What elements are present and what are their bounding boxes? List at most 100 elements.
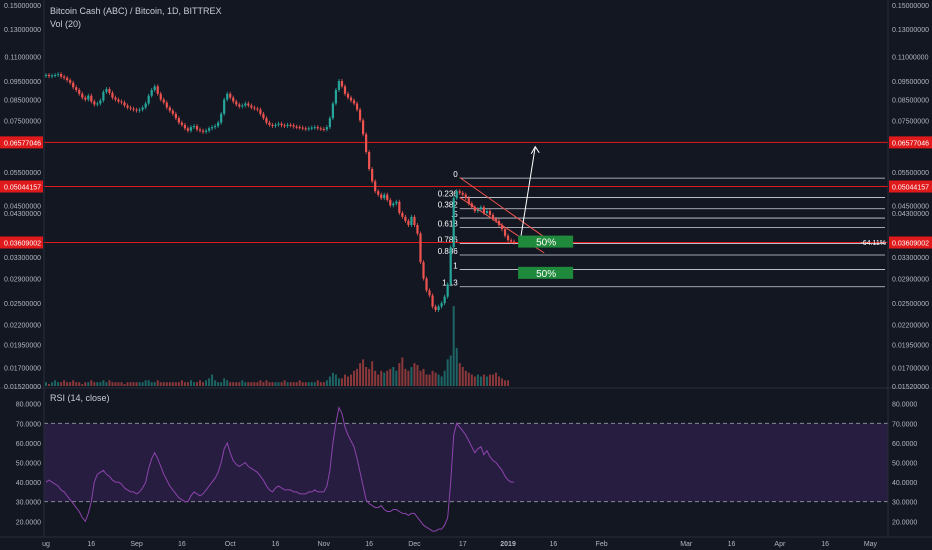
x-tick-label: 16 (87, 541, 95, 548)
volume-bar (286, 382, 289, 386)
candle-body (407, 220, 410, 225)
volume-bar (343, 374, 346, 386)
candle-body (78, 90, 81, 94)
candle-body (244, 103, 247, 106)
volume-bar (141, 382, 144, 386)
x-tick-label: 2019 (500, 541, 516, 548)
candle-body (195, 125, 199, 130)
candle-body (292, 125, 295, 127)
candle-body (123, 102, 126, 106)
volume-bar (259, 380, 262, 386)
target-label: 50% (536, 269, 556, 280)
x-tick-label: Oct (225, 541, 236, 548)
volume-bar (111, 382, 114, 386)
volume-bar (331, 372, 334, 386)
candle-body (416, 224, 419, 234)
candle-body (494, 218, 498, 221)
candle-body (513, 241, 516, 243)
volume-bar (443, 370, 446, 386)
volume-bar (250, 382, 253, 386)
volume-bar (422, 368, 425, 386)
volume-bar (108, 380, 111, 386)
candle-body (108, 89, 111, 93)
volume-bar (307, 382, 310, 386)
candle-body (159, 93, 162, 100)
y-tick-label-left: 0.13000000 (4, 27, 41, 34)
horizontal-levels[interactable] (44, 141, 888, 244)
candle-body (207, 128, 211, 131)
y-tick-label-right: 0.02500000 (892, 301, 929, 308)
volume-bar (256, 382, 259, 386)
rsi-tick-label-right: 40.0000 (892, 480, 917, 487)
y-tick-label-right: 0.04500000 (892, 203, 929, 210)
x-tick-label: 16 (549, 541, 557, 548)
volume-bar (229, 382, 232, 386)
y-tick-label-right: 0.07500000 (892, 118, 929, 125)
volume-bar (350, 374, 353, 386)
volume-bar (75, 382, 78, 386)
volume-bar (226, 380, 229, 386)
volume-bar (265, 380, 268, 386)
volume-bar (491, 374, 494, 386)
volume-bar (356, 368, 359, 386)
y-tick-label-left: 0.04500000 (4, 203, 41, 210)
candle-body (153, 86, 156, 91)
x-tick-label: 16 (365, 541, 373, 548)
volume-bar (334, 374, 337, 386)
y-tick-label-right: 0.13000000 (892, 27, 929, 34)
volume-bar (365, 366, 368, 386)
y-tick-label-left: 0.05500000 (4, 170, 41, 177)
fib-level-label: 0.886 (438, 247, 459, 256)
volume-bar (319, 382, 322, 386)
y-tick-label-left: 0.15000000 (4, 3, 41, 10)
volume-bar (57, 382, 60, 386)
rsi-tick-label-left: 40.0000 (16, 480, 41, 487)
candle-body (343, 86, 347, 94)
candle-body (413, 216, 416, 225)
candle-body (268, 122, 271, 125)
volume-bar (177, 382, 180, 386)
candle-body (283, 125, 286, 127)
candle-body (241, 105, 244, 107)
candle-body (229, 93, 232, 98)
target-box (518, 266, 574, 279)
volume-bar (153, 382, 156, 386)
volume-bar (214, 380, 217, 386)
candle-body (328, 118, 331, 128)
candle-body (440, 303, 443, 307)
volume-bar (165, 382, 168, 386)
volume-bar (235, 382, 238, 386)
volume-bar (150, 382, 153, 386)
level-label-bg-left (0, 180, 43, 193)
x-tick-label: Apr (774, 541, 786, 548)
y-tick-label-right: 0.02900000 (892, 276, 929, 283)
volume-bar (340, 378, 343, 386)
candle-body (383, 194, 386, 199)
drawings[interactable]: 50% 50% (459, 145, 574, 280)
candle-body (81, 93, 84, 98)
change-percent-label: -64.11% (860, 240, 886, 247)
volume-bar (90, 380, 93, 386)
volume-bar (446, 359, 449, 386)
volume-bar (377, 374, 380, 386)
candle-body (401, 212, 404, 217)
y-tick-label-right: 0.05500000 (892, 170, 929, 177)
candle-body (232, 97, 235, 102)
volume-bar (186, 382, 189, 386)
volume-bar (304, 382, 307, 386)
candle-body (301, 127, 304, 129)
volume-bar (507, 380, 510, 386)
y-tick-label-right: 0.08500000 (892, 98, 929, 105)
volume-bar (78, 382, 81, 386)
candle-body (500, 224, 504, 230)
candle-body (183, 124, 187, 129)
candle-body (455, 191, 458, 199)
volume-bar (371, 361, 374, 386)
candle-body (138, 109, 141, 111)
volume-bar (156, 380, 159, 386)
candle-body (467, 198, 470, 204)
candle-body (174, 113, 177, 119)
volume-bar (132, 382, 135, 386)
candle-body (129, 107, 132, 109)
